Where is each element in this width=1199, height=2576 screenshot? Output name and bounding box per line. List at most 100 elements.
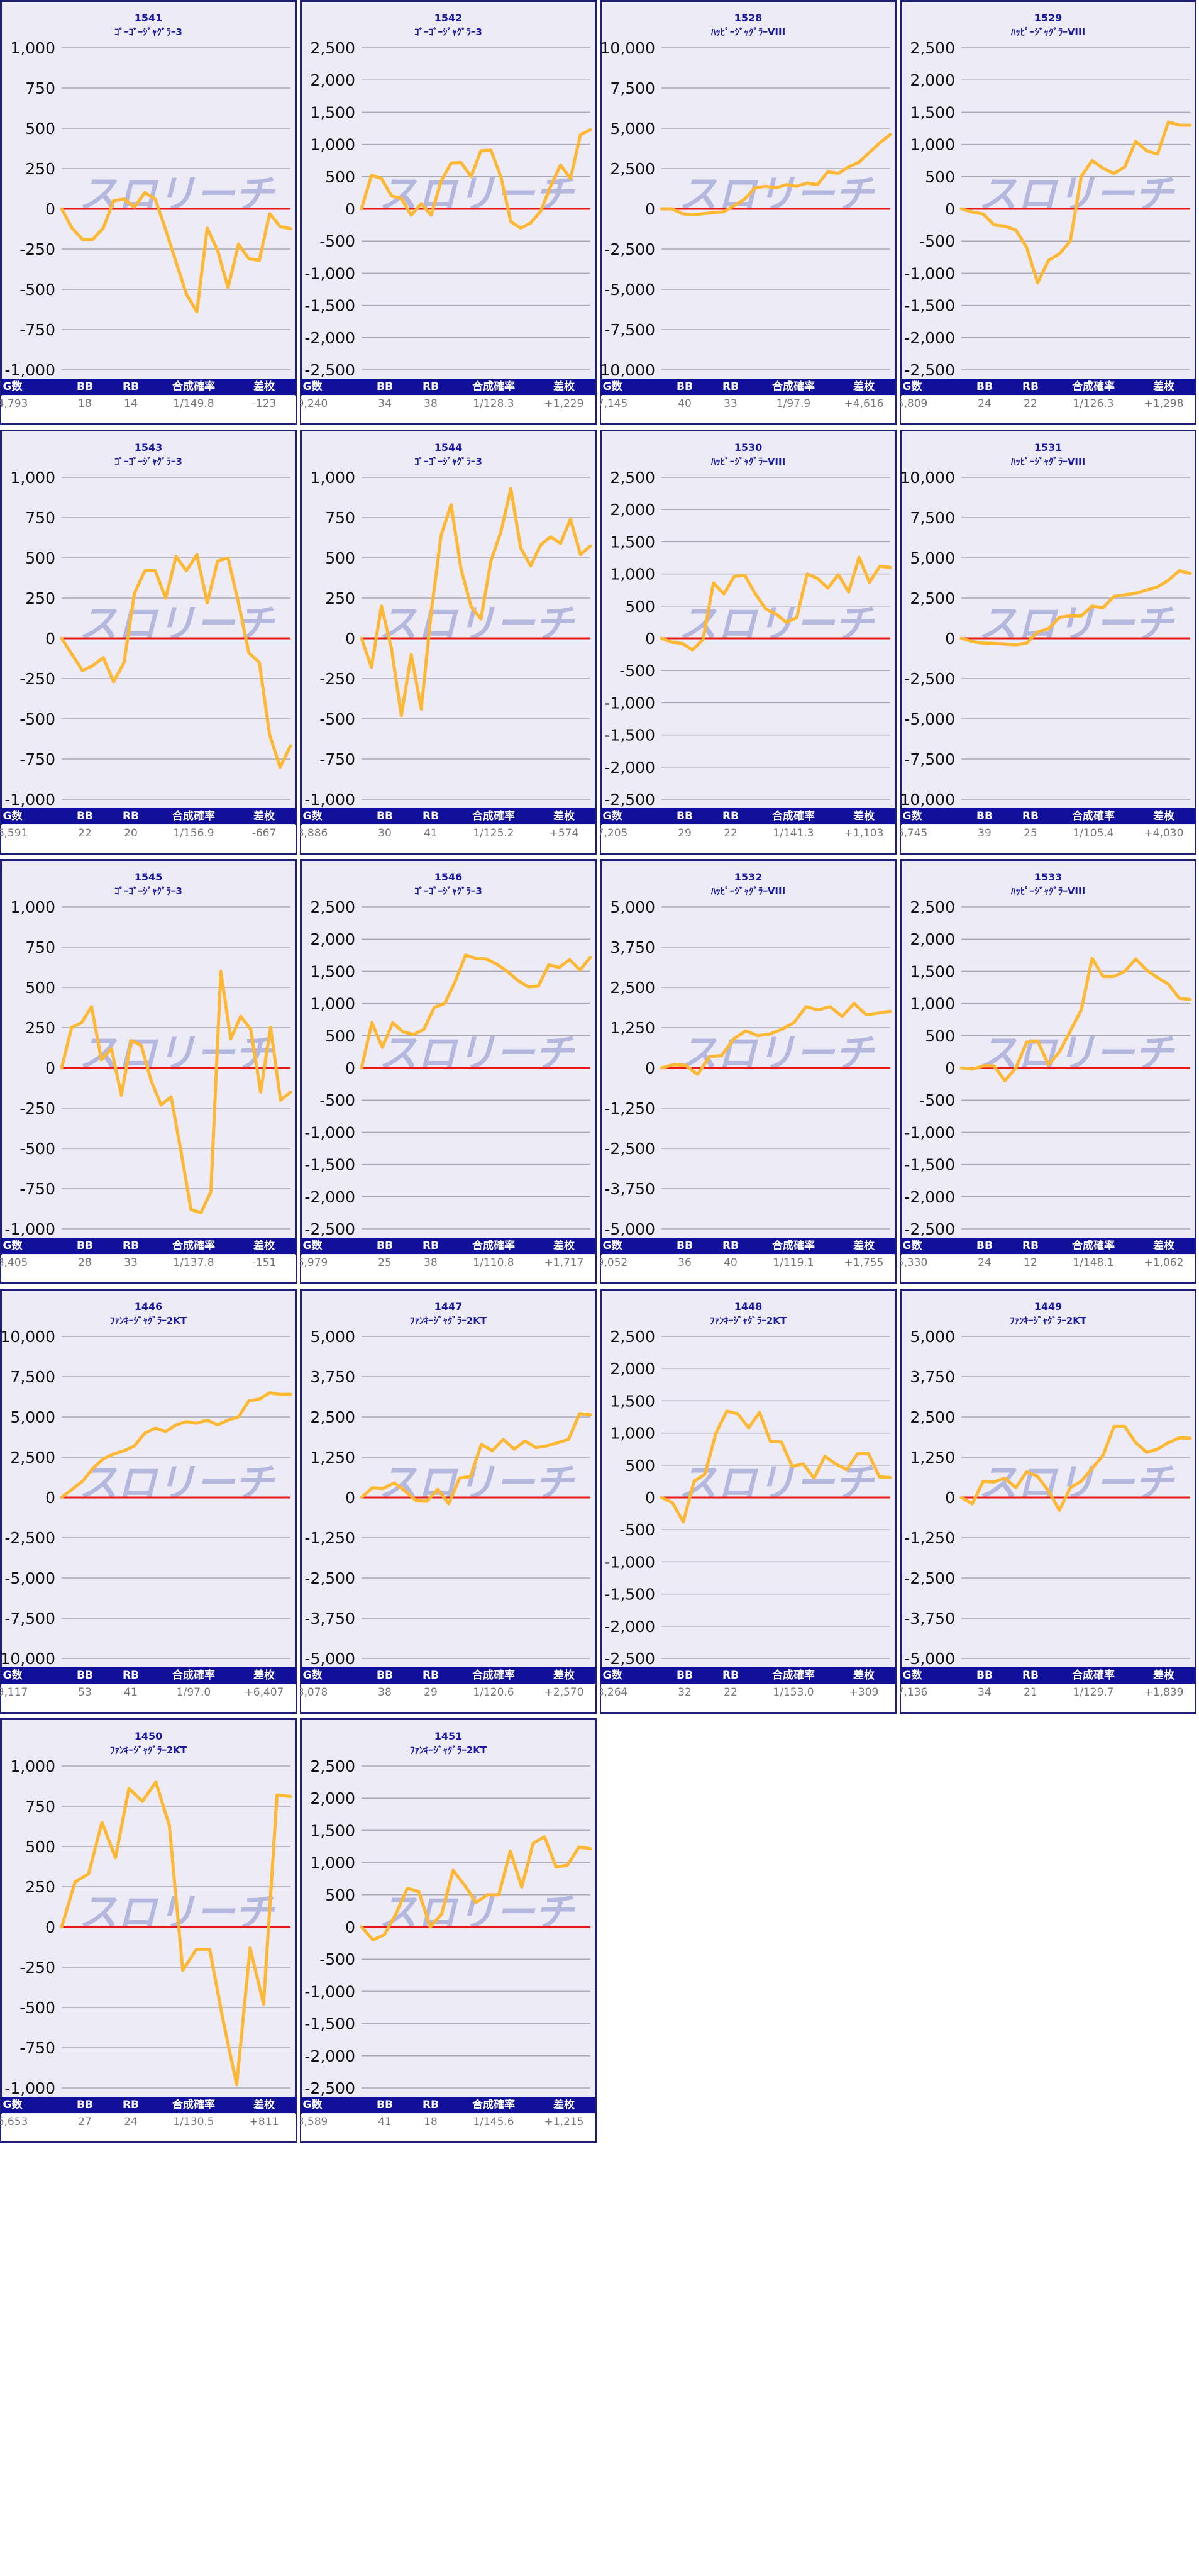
chart-border — [0, 1289, 297, 1714]
y-tick-label: -2,000 — [304, 2047, 355, 2065]
chart-svg: 1541 ｺﾞｰｺﾞｰｼﾞｬｸﾞﾗｰ3 1,000 750 500 250 0 -250 -50… — [0, 0, 297, 425]
y-tick-label: -500 — [319, 1950, 355, 1968]
stats-value: 1/153.0 — [773, 1686, 814, 1699]
chart-svg: 1448 ﾌｧﾝｷｰｼﾞｬｸﾞﾗｰ2KT 2,500 2,000 1,500 1,000 5… — [600, 1289, 897, 1714]
y-tick-label: 2,500 — [910, 39, 955, 57]
stats-values-row — [901, 1255, 1195, 1282]
y-tick-label: 500 — [325, 168, 355, 186]
stats-header-label: G数 — [303, 809, 323, 823]
y-tick-label: -1,000 — [304, 791, 355, 809]
stats-header-bar — [901, 1238, 1195, 1254]
y-tick-label: -10,000 — [0, 1650, 55, 1668]
chart-svg: 1545 ｺﾞｰｺﾞｰｼﾞｬｸﾞﾗｰ3 1,000 750 500 250 0 -250 -50… — [0, 859, 297, 1284]
stats-value: 41 — [378, 2116, 392, 2128]
chart-border — [300, 1718, 597, 2143]
y-tick-label: 250 — [25, 1019, 55, 1037]
stats-header-bar — [601, 1667, 895, 1684]
stats-header-bar — [601, 808, 895, 824]
chart-background — [300, 1718, 597, 2143]
data-line — [959, 120, 1192, 285]
stats-header-label: G数 — [903, 1668, 923, 1682]
y-tick-label: -1,000 — [4, 1220, 55, 1238]
stats-value: 41 — [124, 1686, 138, 1699]
y-tick-label: -3,750 — [304, 1609, 355, 1628]
stats-header-label: 差枚 — [1153, 809, 1175, 823]
chart-title: 1448 — [734, 1301, 763, 1313]
chart-border — [0, 0, 297, 425]
stats-value: +1,062 — [1144, 1257, 1184, 1269]
stats-value: 34 — [378, 397, 392, 410]
data-line — [660, 1002, 892, 1076]
stats-value: 25 — [378, 1257, 392, 1269]
y-tick-label: -1,000 — [4, 791, 55, 809]
y-tick-label: -1,000 — [904, 1123, 955, 1141]
y-tick-label: -2,500 — [304, 361, 355, 379]
stats-header-label: 差枚 — [553, 1668, 575, 1682]
chart-title: 1545 — [135, 871, 163, 883]
stats-value: 5,330 — [900, 1257, 927, 1269]
stats-value: 1/129.7 — [1073, 1686, 1113, 1699]
y-tick-label: -2,500 — [604, 791, 655, 809]
stats-value: 8,886 — [300, 827, 328, 840]
stats-header-label: RB — [722, 1240, 739, 1252]
stats-header-label: G数 — [3, 1239, 23, 1252]
stats-header-label: G数 — [603, 809, 623, 823]
watermark: スロリーチ — [79, 171, 275, 217]
y-tick-label: -10,000 — [900, 791, 955, 809]
chart-border — [600, 0, 897, 425]
chart-subtitle: ｺﾞｰｺﾞｰｼﾞｬｸﾞﾗｰ3 — [114, 886, 182, 897]
y-tick-label: 0 — [345, 1918, 355, 1936]
stats-value: 9,052 — [600, 1257, 627, 1269]
stats-value: +1,298 — [1144, 397, 1184, 410]
y-tick-label: -500 — [919, 1091, 955, 1109]
stats-header-label: G数 — [3, 809, 23, 823]
stats-value: 27 — [78, 2116, 92, 2128]
y-tick-label: -7,500 — [604, 321, 655, 339]
stats-header-label: RB — [1022, 1240, 1039, 1252]
chart-title: 1449 — [1034, 1301, 1063, 1313]
chart-background — [900, 1289, 1196, 1714]
stats-header-label: RB — [1022, 1669, 1039, 1682]
stats-value: 7,136 — [900, 1686, 927, 1699]
y-tick-label: -1,500 — [904, 1156, 955, 1174]
stats-value: 1/97.9 — [776, 397, 810, 410]
stats-header-label: BB — [377, 2099, 393, 2111]
chart-title: 1447 — [434, 1301, 463, 1313]
y-tick-label: 750 — [25, 938, 55, 957]
stats-values-row — [301, 396, 595, 423]
data-line — [360, 487, 592, 718]
stats-value: 1/119.1 — [773, 1257, 814, 1269]
stats-header-bar — [301, 1667, 595, 1684]
chart-subtitle: ﾌｧﾝｷｰｼﾞｬｸﾞﾗｰ2KT — [710, 1315, 787, 1326]
y-tick-label: 2,500 — [310, 39, 355, 57]
stats-value: +1,717 — [544, 1257, 584, 1269]
slot-chart-card: 1531 ﾊｯﾋﾟｰｼﾞｬｸﾞﾗｰVIII 10,000 7,500 5,000 2,50… — [900, 430, 1196, 855]
y-tick-label: 250 — [325, 589, 355, 608]
stats-value: 33 — [124, 1257, 138, 1269]
stats-header-label: 合成確率 — [772, 809, 815, 823]
stats-value: 18 — [78, 397, 92, 410]
stats-values-row — [301, 1684, 595, 1712]
chart-background — [0, 1289, 297, 1714]
y-tick-label: 500 — [325, 1886, 355, 1904]
stats-values-row — [601, 396, 895, 423]
data-line — [959, 1424, 1192, 1512]
watermark: スロリーチ — [378, 1030, 575, 1076]
stats-value: 39 — [978, 827, 992, 840]
slot-chart-card: 1544 ｺﾞｰｺﾞｰｼﾞｬｸﾞﾗｰ3 1,000 750 500 250 0 -250 -50… — [300, 430, 597, 855]
stats-header-label: G数 — [3, 2098, 23, 2111]
stats-header-label: BB — [77, 810, 93, 823]
stats-header-label: BB — [77, 1240, 93, 1252]
slot-chart-card: 1449 ﾌｧﾝｷｰｼﾞｬｸﾞﾗｰ2KT 5,000 3,750 2,500 1,250 0… — [900, 1289, 1196, 1714]
stats-header-bar — [1, 1238, 296, 1254]
chart-subtitle: ﾊｯﾋﾟｰｼﾞｬｸﾞﾗｰVIII — [1010, 886, 1085, 897]
stats-value: 36 — [678, 1257, 692, 1269]
y-tick-label: 7,500 — [10, 1368, 55, 1386]
chart-subtitle: ﾌｧﾝｷｰｼﾞｬｸﾞﾗｰ2KT — [410, 1315, 487, 1326]
chart-svg: 1543 ｺﾞｰｺﾞｰｼﾞｬｸﾞﾗｰ3 1,000 750 500 250 0 -250 -50… — [0, 430, 297, 855]
stats-value: 6,745 — [900, 827, 927, 840]
stats-value: 33 — [724, 397, 738, 410]
stats-value: -151 — [252, 1257, 277, 1269]
y-tick-label: -2,500 — [604, 240, 655, 258]
y-tick-label: 0 — [345, 200, 355, 218]
